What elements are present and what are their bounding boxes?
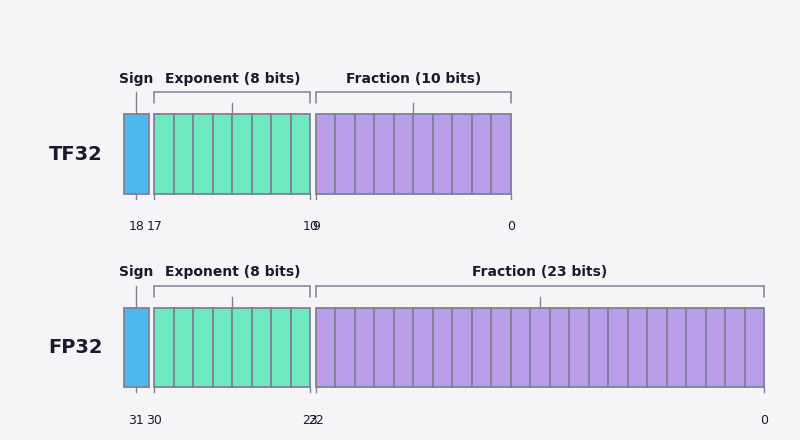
Bar (628, 308, 647, 387)
Text: Exponent (8 bits): Exponent (8 bits) (165, 265, 300, 279)
Bar (316, 114, 335, 194)
Bar (232, 114, 252, 194)
Text: 22: 22 (308, 414, 324, 427)
Bar (316, 308, 335, 387)
Bar (414, 114, 433, 194)
Bar (174, 308, 194, 387)
Text: 23: 23 (302, 414, 318, 427)
Bar (647, 308, 666, 387)
Text: Fraction (10 bits): Fraction (10 bits) (346, 72, 481, 86)
Bar (124, 114, 149, 194)
Bar (472, 114, 491, 194)
Bar (174, 114, 194, 194)
Bar (394, 114, 414, 194)
Bar (194, 114, 213, 194)
Bar (290, 114, 310, 194)
Bar (394, 308, 414, 387)
Text: Sign: Sign (119, 72, 154, 86)
Bar (745, 308, 764, 387)
Text: FP32: FP32 (49, 338, 103, 357)
Text: 31: 31 (129, 414, 144, 427)
Bar (530, 308, 550, 387)
Bar (252, 308, 271, 387)
Bar (194, 308, 213, 387)
Bar (232, 308, 252, 387)
Bar (706, 308, 725, 387)
Bar (491, 308, 510, 387)
Bar (491, 114, 510, 194)
Text: Exponent (8 bits): Exponent (8 bits) (165, 72, 300, 86)
Text: Fraction (23 bits): Fraction (23 bits) (472, 265, 607, 279)
Bar (569, 308, 589, 387)
Bar (213, 114, 232, 194)
Bar (290, 308, 310, 387)
Bar (608, 308, 628, 387)
Bar (414, 308, 433, 387)
Bar (452, 114, 472, 194)
Text: 9: 9 (312, 220, 320, 233)
Bar (355, 308, 374, 387)
Bar (124, 308, 149, 387)
Bar (252, 114, 271, 194)
Bar (589, 308, 608, 387)
Bar (213, 308, 232, 387)
Bar (666, 308, 686, 387)
Text: 0: 0 (506, 220, 514, 233)
Bar (472, 308, 491, 387)
Text: 17: 17 (146, 220, 162, 233)
Bar (725, 308, 745, 387)
Bar (335, 308, 355, 387)
Text: TF32: TF32 (49, 144, 103, 164)
Bar (154, 308, 174, 387)
Bar (452, 308, 472, 387)
Bar (510, 308, 530, 387)
Bar (374, 308, 394, 387)
Bar (433, 308, 452, 387)
Bar (374, 114, 394, 194)
Text: 0: 0 (760, 414, 768, 427)
Text: 18: 18 (129, 220, 144, 233)
Bar (335, 114, 355, 194)
Text: 10: 10 (302, 220, 318, 233)
Bar (686, 308, 706, 387)
Bar (433, 114, 452, 194)
Bar (271, 114, 290, 194)
Bar (550, 308, 569, 387)
Bar (271, 308, 290, 387)
Text: 30: 30 (146, 414, 162, 427)
Bar (154, 114, 174, 194)
Bar (355, 114, 374, 194)
Text: Sign: Sign (119, 265, 154, 279)
